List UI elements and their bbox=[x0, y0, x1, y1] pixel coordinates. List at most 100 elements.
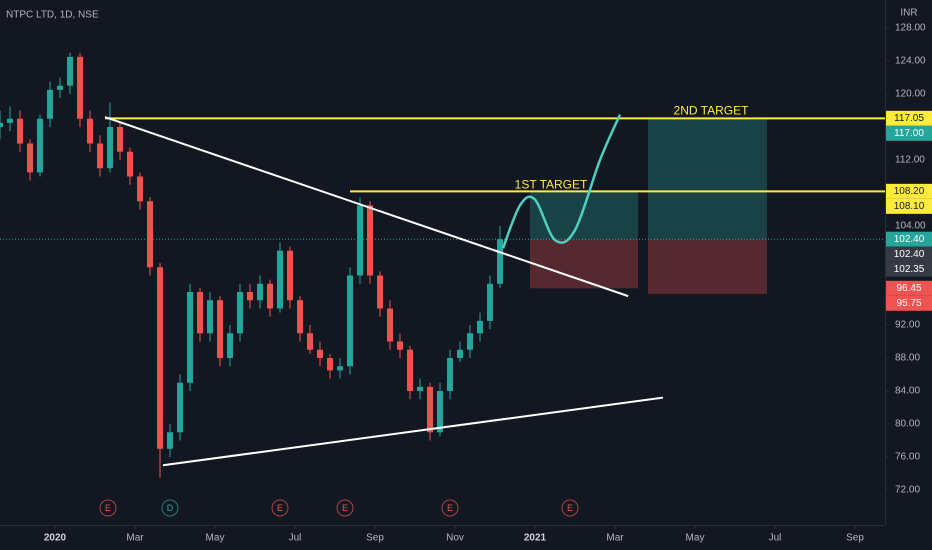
y-tick-label: 84.00 bbox=[895, 386, 920, 397]
x-tick-label: Jul bbox=[769, 533, 782, 544]
event-label: D bbox=[167, 503, 174, 513]
price-label-box bbox=[886, 231, 932, 247]
candle-body bbox=[67, 56, 73, 86]
price-label-box bbox=[886, 261, 932, 277]
x-tick-label: Sep bbox=[366, 533, 384, 544]
y-tick-label: 128.00 bbox=[895, 23, 926, 34]
price-label: 117.05 bbox=[894, 113, 924, 124]
y-tick-label: 88.00 bbox=[895, 353, 920, 364]
annotation: 1ST TARGET bbox=[515, 178, 588, 192]
candle-body bbox=[167, 432, 173, 449]
candle-body bbox=[277, 250, 283, 309]
candle-body bbox=[77, 56, 83, 119]
candle-body bbox=[47, 89, 53, 119]
candle-body bbox=[127, 151, 133, 177]
event-label: E bbox=[567, 503, 573, 513]
trendline bbox=[104, 116, 629, 298]
price-label-box bbox=[886, 198, 932, 214]
x-tick-label: Jul bbox=[289, 533, 302, 544]
candle-body bbox=[487, 283, 493, 321]
trendline bbox=[162, 396, 664, 467]
y-tick-label: 124.00 bbox=[895, 56, 926, 67]
y-tick-label: 92.00 bbox=[895, 320, 920, 331]
event-icon bbox=[161, 499, 179, 517]
candle-body bbox=[307, 333, 313, 350]
candle-body bbox=[87, 118, 93, 144]
chart-title: NTPC LTD, 1D, NSE bbox=[6, 10, 99, 21]
candle-body bbox=[157, 267, 163, 449]
x-tick-label: 2021 bbox=[524, 533, 547, 544]
price-label: 95.75 bbox=[896, 298, 921, 309]
candle-body bbox=[237, 291, 243, 334]
candle-body bbox=[447, 358, 453, 392]
candle-body bbox=[407, 349, 413, 392]
candle-body bbox=[207, 300, 213, 334]
candle-body bbox=[287, 250, 293, 301]
y-tick-label: 80.00 bbox=[895, 419, 920, 430]
candle-body bbox=[367, 205, 373, 276]
candle-body bbox=[217, 300, 223, 359]
profit-zone bbox=[648, 118, 767, 240]
candle-body bbox=[137, 176, 143, 202]
candle-body bbox=[347, 275, 353, 367]
candle-body bbox=[337, 366, 343, 371]
event-label: E bbox=[447, 503, 453, 513]
candle-body bbox=[377, 275, 383, 309]
price-label: 117.00 bbox=[894, 128, 924, 139]
currency-label: INR bbox=[900, 8, 917, 19]
y-tick-label: 112.00 bbox=[895, 155, 925, 166]
candle-body bbox=[467, 333, 473, 350]
candle-body bbox=[267, 283, 273, 309]
event-icon bbox=[99, 499, 117, 517]
candle-body bbox=[357, 205, 363, 276]
candle-body bbox=[37, 118, 43, 173]
candle-body bbox=[317, 349, 323, 359]
candle-body bbox=[437, 391, 443, 433]
event-label: E bbox=[342, 503, 348, 513]
event-label: E bbox=[105, 503, 111, 513]
candle-body bbox=[387, 308, 393, 342]
y-tick-label: 72.00 bbox=[895, 485, 920, 496]
event-icon bbox=[441, 499, 459, 517]
x-tick-label: Mar bbox=[606, 533, 624, 544]
candle-body bbox=[327, 358, 333, 371]
y-tick-label: 120.00 bbox=[895, 89, 926, 100]
candle-body bbox=[197, 291, 203, 334]
x-tick-label: May bbox=[206, 533, 225, 544]
price-label-box bbox=[886, 295, 932, 311]
price-label: 102.40 bbox=[894, 249, 925, 260]
price-label-box bbox=[886, 110, 932, 126]
candle-body bbox=[147, 201, 153, 268]
x-tick-label: Nov bbox=[446, 533, 464, 544]
price-label-box bbox=[886, 246, 932, 262]
x-tick-label: Mar bbox=[126, 533, 144, 544]
candle-body bbox=[497, 239, 503, 284]
candle-body bbox=[57, 85, 63, 90]
price-label-box bbox=[886, 183, 932, 199]
price-label: 108.20 bbox=[894, 186, 925, 197]
candle-body bbox=[247, 291, 253, 301]
price-label: 102.35 bbox=[894, 264, 925, 275]
price-label: 108.10 bbox=[894, 201, 925, 212]
price-label-box bbox=[886, 280, 932, 296]
profit-zone bbox=[530, 192, 638, 240]
projection-curve bbox=[501, 114, 622, 249]
candle-body bbox=[177, 382, 183, 433]
candle-body bbox=[0, 122, 3, 127]
candle-body bbox=[117, 126, 123, 152]
loss-zone bbox=[648, 239, 767, 295]
annotation: 2ND TARGET bbox=[674, 103, 750, 117]
event-icon bbox=[561, 499, 579, 517]
candle-body bbox=[187, 291, 193, 383]
event-icon bbox=[336, 499, 354, 517]
candle-body bbox=[427, 386, 433, 433]
candle-body bbox=[257, 283, 263, 301]
price-label: 96.45 bbox=[896, 283, 921, 294]
candle-body bbox=[477, 320, 483, 334]
candle-body bbox=[17, 118, 23, 144]
candle-body bbox=[107, 126, 113, 169]
candle-body bbox=[457, 349, 463, 359]
